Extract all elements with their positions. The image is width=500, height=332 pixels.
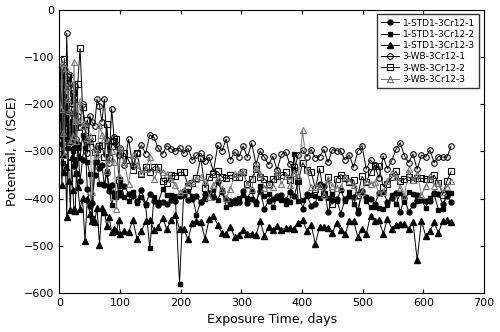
1-STD1-3Cr12-3	[316, 225, 322, 229]
1-STD1-3Cr12-2	[321, 191, 327, 195]
1-STD1-3Cr12-3	[448, 220, 454, 224]
1-STD1-3Cr12-2	[142, 203, 148, 207]
3-WB-3Cr12-3	[114, 207, 119, 211]
3-WB-3Cr12-2	[56, 102, 62, 106]
3-WB-3Cr12-1	[376, 176, 382, 180]
3-WB-3Cr12-1	[346, 153, 352, 157]
3-WB-3Cr12-2	[321, 192, 327, 196]
3-WB-3Cr12-2	[440, 193, 446, 197]
3-WB-3Cr12-2	[77, 46, 83, 50]
Line: 1-STD1-3Cr12-2: 1-STD1-3Cr12-2	[57, 71, 454, 286]
1-STD1-3Cr12-1	[56, 69, 62, 73]
3-WB-3Cr12-3	[151, 177, 157, 181]
3-WB-3Cr12-1	[300, 148, 306, 152]
1-STD1-3Cr12-2	[56, 72, 62, 76]
3-WB-3Cr12-2	[448, 169, 454, 173]
Line: 3-WB-3Cr12-3: 3-WB-3Cr12-3	[56, 59, 454, 211]
Legend: 1-STD1-3Cr12-1, 1-STD1-3Cr12-2, 1-STD1-3Cr12-3, 3-WB-3Cr12-1, 3-WB-3Cr12-2, 3-WB: 1-STD1-3Cr12-1, 1-STD1-3Cr12-2, 1-STD1-3…	[376, 14, 480, 88]
3-WB-3Cr12-1	[56, 102, 62, 106]
1-STD1-3Cr12-2	[448, 191, 454, 195]
3-WB-3Cr12-2	[244, 182, 250, 186]
1-STD1-3Cr12-1	[240, 189, 246, 193]
1-STD1-3Cr12-1	[338, 212, 344, 216]
3-WB-3Cr12-1	[440, 155, 446, 159]
3-WB-3Cr12-2	[300, 161, 306, 165]
Line: 1-STD1-3Cr12-3: 1-STD1-3Cr12-3	[56, 101, 454, 263]
1-STD1-3Cr12-1	[296, 179, 302, 183]
Line: 3-WB-3Cr12-1: 3-WB-3Cr12-1	[56, 31, 454, 181]
3-WB-3Cr12-2	[330, 202, 336, 206]
1-STD1-3Cr12-1	[346, 194, 352, 198]
1-STD1-3Cr12-2	[176, 282, 182, 286]
1-STD1-3Cr12-1	[316, 183, 322, 187]
1-STD1-3Cr12-1	[436, 192, 442, 196]
1-STD1-3Cr12-2	[346, 190, 352, 194]
3-WB-3Cr12-1	[321, 147, 327, 151]
3-WB-3Cr12-3	[304, 168, 310, 172]
1-STD1-3Cr12-3	[342, 232, 348, 236]
3-WB-3Cr12-1	[147, 133, 153, 137]
3-WB-3Cr12-2	[350, 178, 356, 182]
1-STD1-3Cr12-1	[142, 202, 148, 206]
1-STD1-3Cr12-3	[296, 221, 302, 225]
1-STD1-3Cr12-3	[142, 219, 148, 223]
3-WB-3Cr12-3	[248, 187, 254, 191]
3-WB-3Cr12-1	[64, 31, 70, 35]
1-STD1-3Cr12-3	[56, 102, 62, 106]
Y-axis label: Potential, V (SCE): Potential, V (SCE)	[6, 97, 18, 206]
3-WB-3Cr12-1	[244, 155, 250, 159]
3-WB-3Cr12-2	[147, 170, 153, 174]
1-STD1-3Cr12-2	[244, 196, 250, 200]
3-WB-3Cr12-3	[448, 179, 454, 183]
3-WB-3Cr12-1	[448, 144, 454, 148]
Line: 3-WB-3Cr12-2: 3-WB-3Cr12-2	[56, 46, 454, 207]
X-axis label: Exposure Time, days: Exposure Time, days	[206, 313, 336, 326]
3-WB-3Cr12-3	[440, 190, 446, 194]
3-WB-3Cr12-3	[56, 102, 62, 106]
3-WB-3Cr12-3	[71, 60, 77, 64]
Line: 1-STD1-3Cr12-1: 1-STD1-3Cr12-1	[57, 68, 454, 216]
3-WB-3Cr12-3	[325, 177, 331, 181]
1-STD1-3Cr12-3	[240, 227, 246, 231]
1-STD1-3Cr12-3	[436, 231, 442, 235]
1-STD1-3Cr12-2	[300, 198, 306, 202]
1-STD1-3Cr12-3	[414, 258, 420, 262]
3-WB-3Cr12-3	[350, 183, 356, 187]
1-STD1-3Cr12-1	[448, 200, 454, 204]
1-STD1-3Cr12-2	[436, 208, 442, 212]
